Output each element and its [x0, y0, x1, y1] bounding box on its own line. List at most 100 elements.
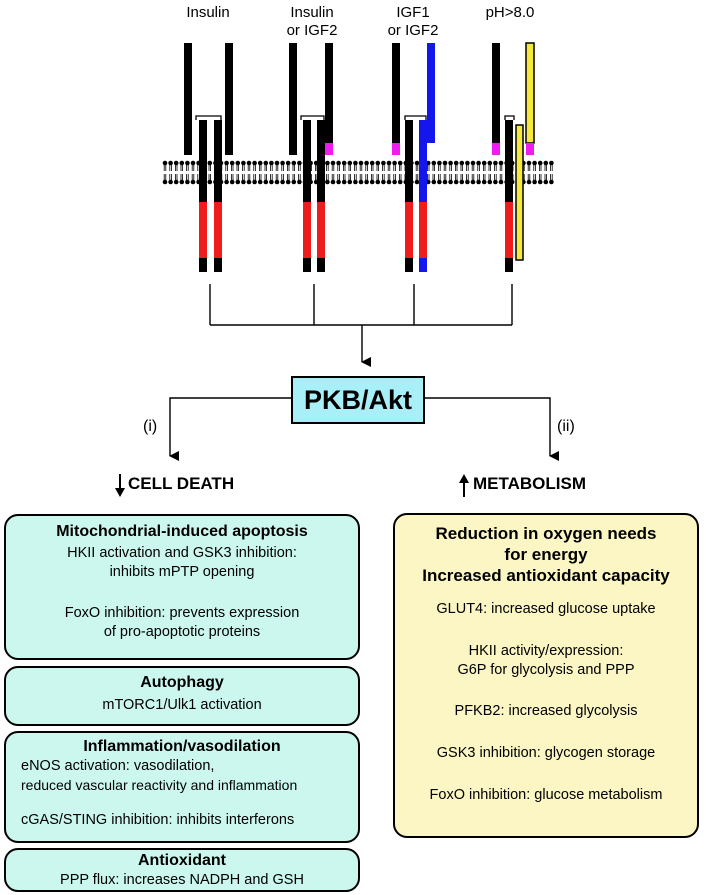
lipid-head	[526, 160, 532, 172]
lipid-head	[492, 160, 499, 172]
lipid-head	[358, 173, 364, 185]
inflammation-box: Inflammation/vasodilation eNOS activatio…	[4, 731, 360, 843]
metabolism-item-hkii-2: G6P for glycolysis and PPP	[457, 662, 635, 678]
branch-arrows	[169, 397, 559, 461]
lipid-head	[268, 173, 275, 185]
decrease-arrow-icon	[115, 474, 125, 497]
branch-marker-right: (ii)	[557, 418, 575, 435]
lipid-head	[526, 173, 532, 185]
lipid-head	[375, 160, 381, 172]
lipid-head	[363, 160, 370, 172]
lipid-head	[487, 173, 493, 185]
receptor-label-insulin-igf2: Insulin or IGF2	[286, 4, 338, 39]
lipid-head	[235, 173, 241, 185]
antioxidant-box: Antioxidant PPP flux: increases NADPH an…	[4, 848, 360, 892]
lipid-head	[391, 173, 398, 185]
metabolism-item-hkii-1: HKII activity/expression:	[468, 643, 624, 659]
lipid-head	[470, 160, 476, 172]
lipid-head	[207, 160, 213, 172]
lipid-head	[268, 160, 275, 172]
lipid-head	[347, 173, 353, 185]
lipid-head	[285, 173, 291, 185]
lipid-head	[324, 160, 331, 172]
lipid-head	[162, 173, 168, 185]
lipid-head	[223, 160, 230, 172]
lipid-head	[447, 173, 454, 185]
lipid-head	[179, 160, 185, 172]
lipid-head	[391, 160, 398, 172]
lipid-head	[470, 173, 476, 185]
increase-arrow-icon	[459, 474, 469, 497]
lipid-head	[531, 160, 538, 172]
lipid-head	[453, 173, 459, 185]
ph-sensing-receptor	[492, 42, 535, 272]
lipid-head	[330, 160, 336, 172]
lipid-head	[251, 173, 258, 185]
lipid-head	[240, 173, 247, 185]
lipid-head	[296, 160, 303, 172]
lipid-head	[498, 160, 504, 172]
apoptosis-line-2: inhibits mPTP opening	[109, 564, 255, 580]
lipid-head	[375, 173, 381, 185]
metabolism-title-3: Increased antioxidant capacity	[422, 566, 670, 585]
lipid-head	[246, 173, 252, 185]
lipid-head	[464, 173, 471, 185]
inflammation-title: Inflammation/vasodilation	[83, 738, 281, 755]
apoptosis-title: Mitochondrial-induced apoptosis	[56, 523, 308, 540]
insulin-igf2-receptor	[289, 43, 333, 272]
lipid-head	[492, 173, 499, 185]
lipid-head	[184, 173, 191, 185]
antioxidant-title: Antioxidant	[138, 852, 226, 869]
receptor-label-ph: pH>8.0	[485, 4, 535, 21]
lipid-head	[431, 160, 437, 172]
lipid-head	[279, 173, 286, 185]
lipid-head	[274, 173, 280, 185]
lipid-head	[414, 160, 420, 172]
inflammation-line-1: eNOS activation: vasodilation,	[21, 758, 215, 774]
lipid-head	[537, 160, 543, 172]
lipid-head	[263, 160, 269, 172]
metabolism-title-1: Reduction in oxygen needs	[435, 524, 657, 543]
lipid-head	[447, 160, 454, 172]
lipid-head	[285, 160, 291, 172]
lipid-head	[414, 173, 420, 185]
lipid-head	[442, 160, 448, 172]
lipid-head	[291, 173, 297, 185]
lipid-head	[548, 160, 555, 172]
receptor-label-igf1-igf2: IGF1 or IGF2	[387, 4, 439, 39]
metabolism-box: Reduction in oxygen needs for energy Inc…	[393, 513, 699, 838]
lipid-head	[257, 160, 263, 172]
lipid-head	[291, 160, 297, 172]
lipid-head	[487, 160, 493, 172]
lipid-head	[240, 160, 247, 172]
lipid-head	[543, 160, 549, 172]
lipid-head	[173, 173, 179, 185]
lipid-head	[436, 160, 443, 172]
inflammation-line-4: cGAS/STING inhibition: inhibits interfer…	[21, 812, 295, 828]
lipid-head	[223, 173, 230, 185]
lipid-head	[190, 160, 196, 172]
lipid-head	[207, 173, 213, 185]
insulin-receptor	[184, 43, 233, 272]
antioxidant-line-1: PPP flux: increases NADPH and GSH	[60, 872, 304, 888]
lipid-head	[274, 160, 280, 172]
lipid-head	[162, 160, 168, 172]
metabolism-title-2: for energy	[504, 545, 588, 564]
lipid-head	[184, 160, 191, 172]
metabolism-item-gsk3: GSK3 inhibition: glycogen storage	[436, 745, 656, 761]
lipid-head	[459, 160, 465, 172]
lipid-head	[335, 160, 342, 172]
lipid-head	[475, 173, 482, 185]
convergence-lines	[209, 284, 513, 367]
lipid-head	[263, 173, 269, 185]
apoptosis-box: Mitochondrial-induced apoptosis HKII act…	[4, 514, 360, 660]
inflammation-line-2: reduced vascular reactivity and inflamma…	[21, 777, 298, 793]
lipid-head	[167, 160, 174, 172]
lipid-head	[352, 173, 359, 185]
lipid-head	[251, 160, 258, 172]
lipid-head	[436, 173, 443, 185]
lipid-head	[537, 173, 543, 185]
metabolism-item-foxo: FoxO inhibition: glucose metabolism	[429, 787, 663, 803]
heading-cell-death: CELL DEATH	[128, 474, 235, 493]
lipid-head	[257, 173, 263, 185]
